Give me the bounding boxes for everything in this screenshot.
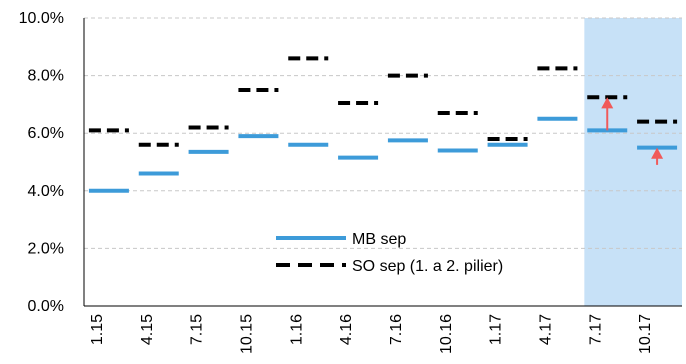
legend-label: MB sep (352, 231, 406, 248)
y-tick-label: 10.0% (19, 10, 64, 27)
x-tick-label: 10.16 (438, 314, 455, 354)
legend: MB sep SO sep (1. a 2. pilier) (276, 231, 503, 275)
x-tick-label: 1.17 (488, 314, 505, 345)
y-tick-label: 2.0% (28, 240, 64, 257)
legend-label: SO sep (1. a 2. pilier) (352, 258, 503, 275)
x-tick-label: 1.16 (288, 314, 305, 345)
highlight-region (584, 18, 682, 306)
x-tick-label: 4.15 (139, 314, 156, 345)
arrow-head (651, 147, 664, 159)
y-tick-label: 6.0% (28, 125, 64, 142)
x-tick-label: 10.15 (238, 314, 255, 354)
x-tick-label: 7.16 (388, 314, 405, 345)
x-tick-label: 7.17 (587, 314, 604, 345)
y-tick-label: 0.0% (28, 298, 64, 315)
series-0 (88, 116, 678, 193)
x-tick-label: 4.16 (338, 314, 355, 345)
x-tick-label: 4.17 (537, 314, 554, 345)
x-tick-label: 1.15 (89, 314, 106, 345)
arrow-head (601, 97, 614, 109)
x-tick-label: 7.15 (189, 314, 206, 345)
y-tick-label: 4.0% (28, 183, 64, 200)
y-tick-label: 8.0% (28, 68, 64, 85)
x-tick-label: 10.17 (637, 314, 654, 354)
